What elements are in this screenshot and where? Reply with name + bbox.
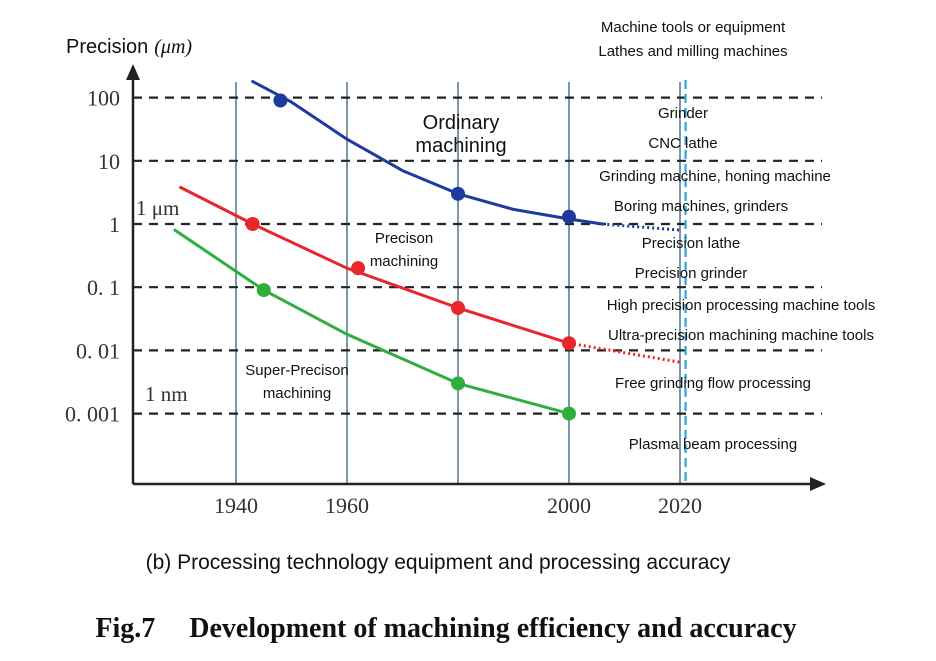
data-series <box>173 80 681 421</box>
series-extrapolation <box>568 341 681 364</box>
series-line <box>173 228 571 416</box>
x-tick-label: 1960 <box>325 493 369 518</box>
precision-chart: 1940 1960 2000 2020 100 10 1 0. 1 0. 01 0. 001 Pr… <box>65 19 875 518</box>
figure-caption: Fig.7 Development of machining efficiency… <box>0 613 914 645</box>
data-point <box>562 406 576 421</box>
x-tick-label: 1940 <box>214 493 258 518</box>
y-tick-label: 0. 01 <box>76 338 120 363</box>
super-precision-label-2: machining <box>263 385 331 402</box>
series-super-precision-machining <box>173 228 576 421</box>
equipment-header-2: Lathes and milling machines <box>598 43 787 60</box>
data-point <box>256 283 271 298</box>
data-point <box>273 93 288 108</box>
x-tick-label: 2020 <box>658 493 702 518</box>
data-point <box>562 336 576 351</box>
data-point <box>245 217 260 231</box>
data-point <box>562 209 576 224</box>
equipment-label: Grinding machine, honing machine <box>599 168 831 185</box>
series-ordinary-machining <box>251 80 681 232</box>
y-tick-label: 0. 1 <box>87 275 120 300</box>
equipment-label: Free grinding flow processing <box>615 375 811 392</box>
y-tick-label: 10 <box>98 149 120 174</box>
equipment-label: High precision processing machine tools <box>607 297 875 314</box>
equipment-label: Precision grinder <box>635 265 748 282</box>
precision-machining-label-2: machining <box>370 253 438 270</box>
ordinary-machining-label-2: machining <box>415 135 506 157</box>
one-micron-label: 1 μm <box>136 196 179 220</box>
equipment-label: Plasma beam processing <box>629 436 797 453</box>
super-precision-label-1: Super-Precison <box>245 362 348 379</box>
y-axis-label: Precision (μm) <box>66 36 192 58</box>
series-line <box>179 185 571 345</box>
x-axis-arrow <box>810 477 826 491</box>
data-point <box>451 376 465 391</box>
data-point <box>351 261 366 276</box>
sub-caption: (b) Processing technology equipment and … <box>145 551 731 574</box>
figure-number: Fig.7 <box>95 613 156 644</box>
precision-machining-label-1: Precison <box>375 230 433 247</box>
one-nanometer-label: 1 nm <box>145 382 188 406</box>
equipment-label: CNC lathe <box>648 135 717 152</box>
tick-labels: 1940 1960 2000 2020 100 10 1 0. 1 0. 01 0. 001 <box>65 86 702 518</box>
equipment-label: Ultra-precision machining machine tools <box>608 327 874 344</box>
series-precision-machining <box>179 185 681 364</box>
y-tick-label: 1 <box>109 212 120 237</box>
ordinary-machining-label-1: Ordinary <box>423 112 500 134</box>
data-point <box>451 186 465 201</box>
series-line <box>251 80 604 226</box>
y-tick-label: 100 <box>87 86 120 111</box>
axes <box>126 64 826 491</box>
y-tick-label: 0. 001 <box>65 402 120 427</box>
y-axis-arrow <box>126 64 140 80</box>
x-tick-label: 2000 <box>547 493 591 518</box>
equipment-label: Precision lathe <box>642 235 740 252</box>
figure-title: Development of machining efficiency and … <box>189 613 797 644</box>
equipment-label: Boring machines, grinders <box>614 198 788 215</box>
equipment-label: Grinder <box>658 105 708 122</box>
equipment-header-1: Machine tools or equipment <box>601 19 786 36</box>
data-point <box>451 300 465 315</box>
